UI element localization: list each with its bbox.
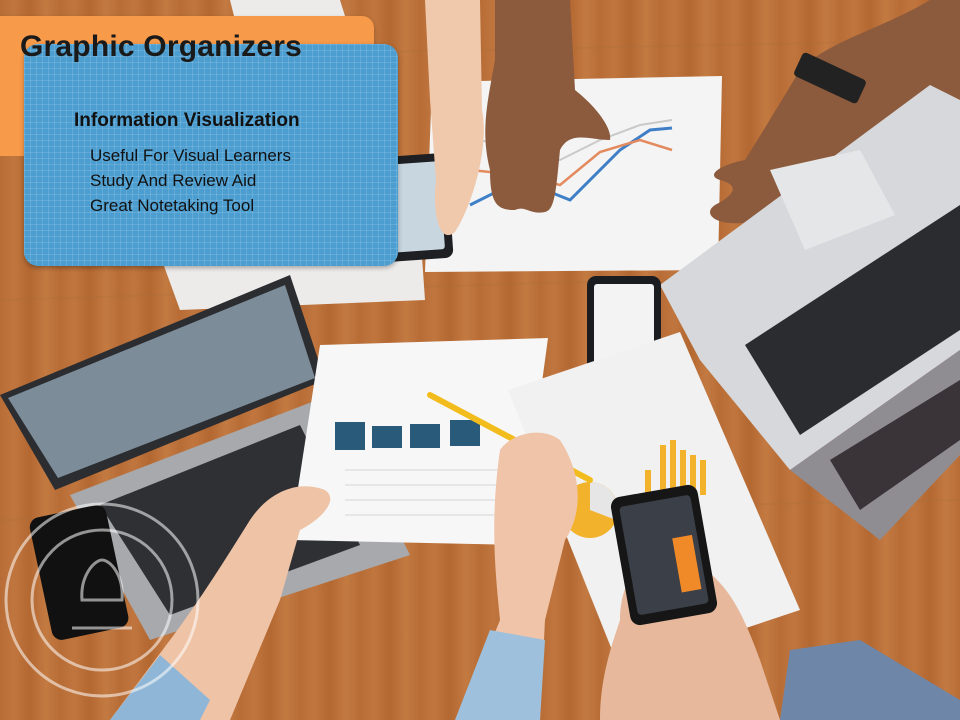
info-list: Useful For Visual Learners Study And Rev… [90,143,291,218]
info-box [24,44,398,266]
calculator-phone [610,484,718,626]
list-item: Useful For Visual Learners [90,146,291,165]
phone-left [29,505,129,640]
college-seal-watermark [4,502,200,698]
info-heading: Information Visualization [74,110,300,131]
report-paper [290,338,548,545]
list-item: Study And Review Aid [90,171,257,190]
background-paper-2 [230,0,345,20]
laptop-right [660,85,960,540]
slide-title: Graphic Organizers [20,30,303,63]
title-bar-accent [0,76,28,156]
hands-top [425,0,960,236]
list-item: Great Notetaking Tool [90,196,255,215]
